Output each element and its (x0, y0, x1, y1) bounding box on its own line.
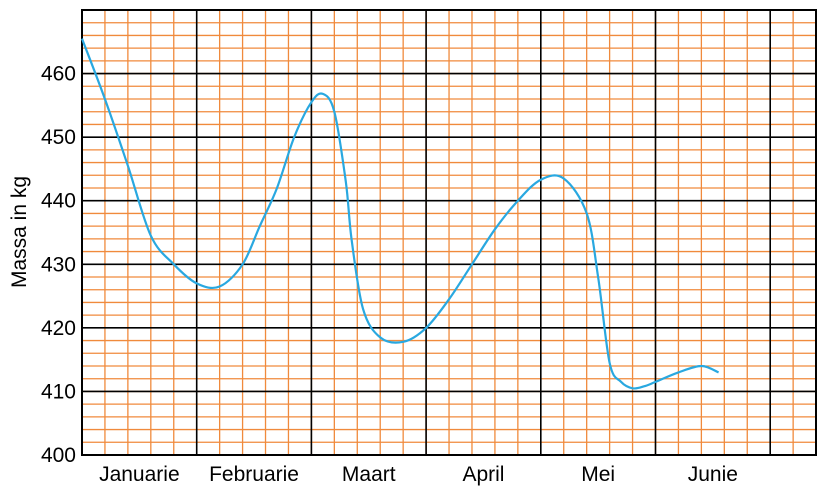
y-tick-label: 410 (41, 380, 76, 403)
x-axis-months: Januarie Februarie Maart April Mei Junie (99, 463, 738, 486)
y-tick-label: 430 (41, 253, 76, 276)
y-tick-label: 440 (41, 190, 76, 213)
x-month-label: Februarie (209, 463, 299, 486)
minor-grid (81, 9, 817, 456)
y-axis-title: Massa in kg (8, 176, 31, 288)
y-axis-ticks: 400 410 420 430 440 450 460 (41, 63, 76, 467)
y-tick-label: 450 (41, 126, 76, 149)
plot-frame (81, 9, 817, 456)
x-month-label: April (462, 463, 504, 486)
y-tick-label: 420 (41, 317, 76, 340)
x-month-label: Maart (342, 463, 396, 486)
major-grid (81, 9, 817, 456)
y-tick-label: 460 (41, 63, 76, 86)
y-tick-label: 400 (41, 444, 76, 467)
mass-series-line (80, 38, 720, 390)
series-layer (80, 38, 720, 390)
x-month-label: Januarie (99, 463, 180, 486)
x-month-label: Junie (688, 463, 738, 486)
x-month-label: Mei (581, 463, 615, 486)
